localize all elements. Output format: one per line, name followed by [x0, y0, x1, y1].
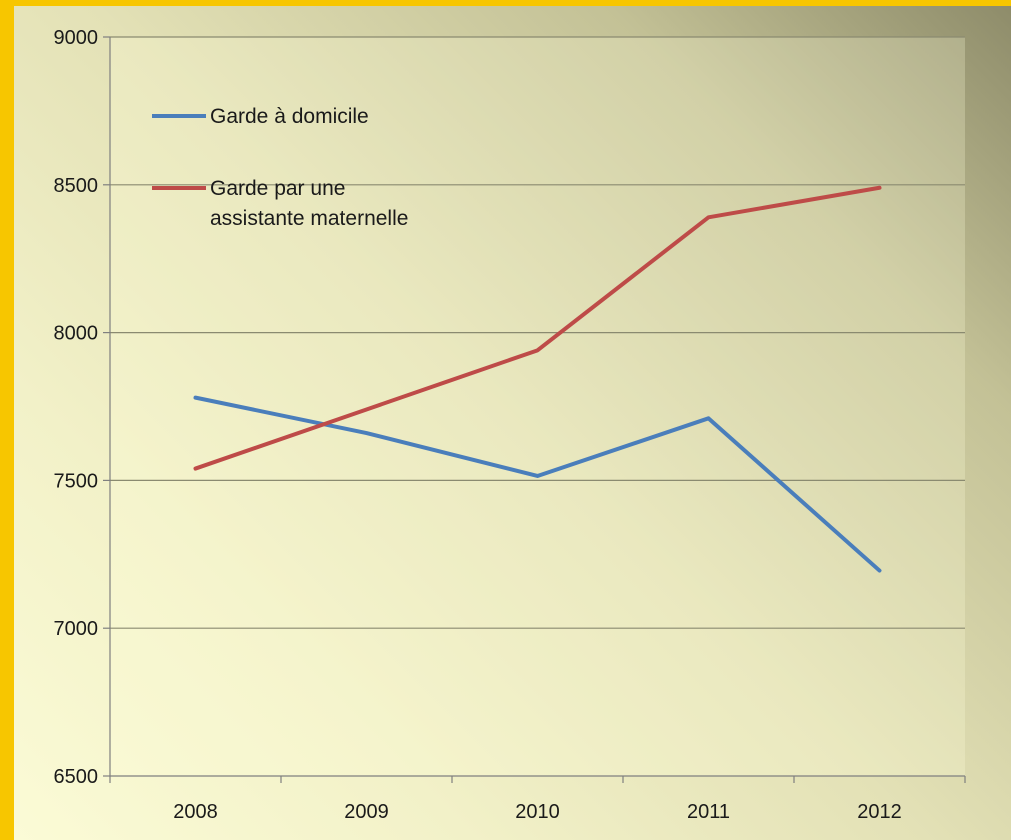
chart-panel: 6500 7000 7500 8000 8500 9000 2008 2009 2010 201… [14, 6, 1011, 840]
y-tick-label: 7000 [54, 618, 99, 640]
series-lines [193, 185, 882, 573]
y-tick-label: 8000 [54, 323, 99, 345]
legend-label-line: assistante maternelle [210, 207, 408, 230]
x-tick-label: 2012 [857, 801, 902, 823]
x-axis-ticks: 2008 2009 2010 2011 2012 [173, 801, 902, 823]
x-tick-label: 2009 [344, 801, 389, 823]
legend-label: Garde par une assistante maternelle [210, 177, 408, 230]
y-tick-label: 7500 [54, 470, 99, 492]
y-tick-label: 9000 [54, 27, 99, 49]
plot-area [110, 37, 965, 776]
y-axis-ticks: 6500 7000 7500 8000 8500 9000 [54, 27, 99, 788]
legend-label: Garde à domicile [210, 105, 369, 128]
line-chart: 6500 7000 7500 8000 8500 9000 2008 2009 2010 201… [54, 27, 966, 823]
series-line-2 [193, 185, 882, 471]
y-tick-label: 6500 [54, 766, 99, 788]
x-tick-label: 2011 [687, 801, 730, 823]
legend: Garde à domicile Garde par une assistante … [152, 105, 408, 230]
axes [103, 36, 966, 783]
series-line-1 [193, 395, 882, 573]
legend-label-line: Garde par une [210, 177, 345, 200]
x-tick-label: 2010 [515, 801, 560, 823]
y-tick-label: 8500 [54, 175, 99, 197]
gridlines [110, 36, 965, 629]
x-tick-label: 2008 [173, 801, 218, 823]
